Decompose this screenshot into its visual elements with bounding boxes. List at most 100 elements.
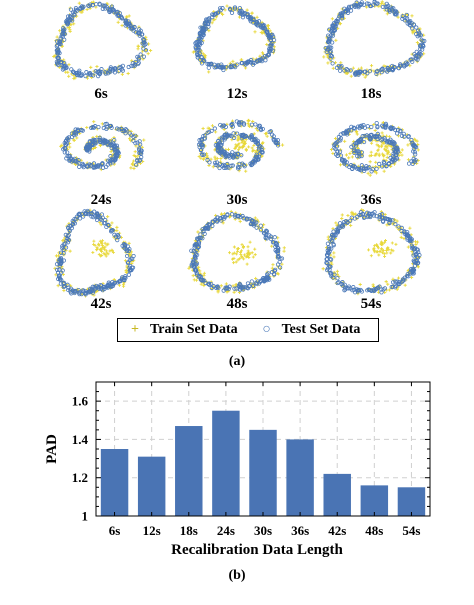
train-point — [383, 144, 387, 148]
train-point — [207, 70, 211, 74]
test-point — [368, 137, 373, 142]
test-point — [354, 149, 359, 154]
train-point — [111, 250, 115, 254]
test-point — [134, 162, 139, 167]
train-point — [260, 20, 264, 25]
train-point — [329, 147, 334, 152]
test-point — [79, 72, 84, 78]
train-point — [399, 235, 403, 239]
test-point — [85, 163, 90, 168]
test-point — [197, 138, 202, 143]
test-point — [194, 270, 199, 276]
test-point — [73, 288, 78, 294]
x-tick-label: 30s — [254, 523, 272, 538]
scatter-cell-label: 24s — [90, 192, 112, 208]
train-point — [241, 144, 245, 148]
test-point — [326, 39, 331, 44]
test-point — [126, 272, 132, 277]
train-point — [382, 158, 386, 162]
train-point — [210, 124, 215, 128]
test-point — [258, 228, 264, 233]
train-point — [396, 15, 400, 19]
scatter-plot-42s — [53, 208, 136, 298]
train-point — [225, 4, 229, 8]
test-point — [137, 150, 142, 155]
train-point — [415, 40, 420, 45]
train-point — [92, 239, 96, 243]
test-point — [107, 283, 112, 289]
train-point — [68, 145, 72, 149]
test-point — [97, 71, 103, 76]
test-point — [65, 14, 71, 19]
test-point — [420, 43, 425, 48]
train-point — [382, 141, 386, 145]
test-point — [217, 148, 222, 154]
test-point — [207, 160, 212, 165]
train-point — [333, 136, 338, 141]
test-point — [393, 11, 398, 16]
test-point — [108, 154, 113, 159]
train-point — [231, 59, 235, 63]
train-point — [203, 54, 208, 58]
test-point — [400, 14, 405, 19]
scatter-legend: + Train Set Data ○ Test Set Data — [117, 318, 379, 342]
test-point — [137, 139, 142, 144]
train-point — [415, 139, 419, 143]
test-point — [62, 60, 67, 66]
train-point — [276, 265, 280, 269]
train-point — [374, 171, 379, 175]
train-point — [85, 125, 89, 130]
train-point — [232, 251, 236, 255]
test-point — [259, 59, 265, 64]
train-point — [385, 223, 389, 227]
train-point — [106, 252, 110, 256]
test-point — [60, 67, 65, 72]
test-point — [329, 234, 334, 240]
test-point — [275, 143, 281, 148]
test-point — [73, 7, 78, 12]
test-point — [197, 31, 202, 36]
test-point — [116, 69, 121, 74]
test-point — [359, 153, 364, 159]
test-point — [89, 288, 94, 293]
train-point — [377, 152, 381, 156]
test-point — [76, 70, 82, 75]
train-point — [221, 221, 225, 225]
test-point — [390, 284, 396, 289]
test-point — [238, 11, 243, 16]
train-point — [335, 269, 339, 273]
train-point — [232, 245, 236, 249]
test-point — [120, 128, 125, 133]
test-point — [59, 34, 64, 39]
test-point — [58, 36, 63, 41]
train-point — [197, 265, 201, 269]
test-point — [233, 151, 238, 156]
test-point — [388, 125, 393, 131]
test-point — [67, 153, 73, 159]
test-point — [112, 70, 118, 75]
train-point — [394, 242, 398, 246]
test-point — [373, 133, 378, 139]
train-point — [263, 132, 268, 136]
train-point — [253, 216, 257, 220]
test-point — [130, 256, 135, 261]
train-point — [72, 22, 76, 26]
test-point — [192, 243, 197, 248]
test-point — [267, 49, 272, 54]
train-point — [331, 151, 335, 156]
test-point — [367, 165, 372, 170]
test-point — [102, 220, 108, 226]
x-tick-label: 42s — [328, 523, 346, 538]
y-tick-label: 1 — [82, 509, 89, 524]
train-point — [146, 52, 150, 56]
test-point — [239, 285, 244, 290]
test-point — [56, 50, 61, 55]
train-point — [247, 255, 251, 259]
test-point — [325, 261, 330, 266]
scatter-plot-54s — [321, 208, 422, 296]
test-point — [198, 277, 203, 282]
train-point — [253, 247, 257, 251]
test-point — [202, 21, 207, 26]
test-point — [348, 8, 354, 13]
test-point — [255, 142, 261, 147]
